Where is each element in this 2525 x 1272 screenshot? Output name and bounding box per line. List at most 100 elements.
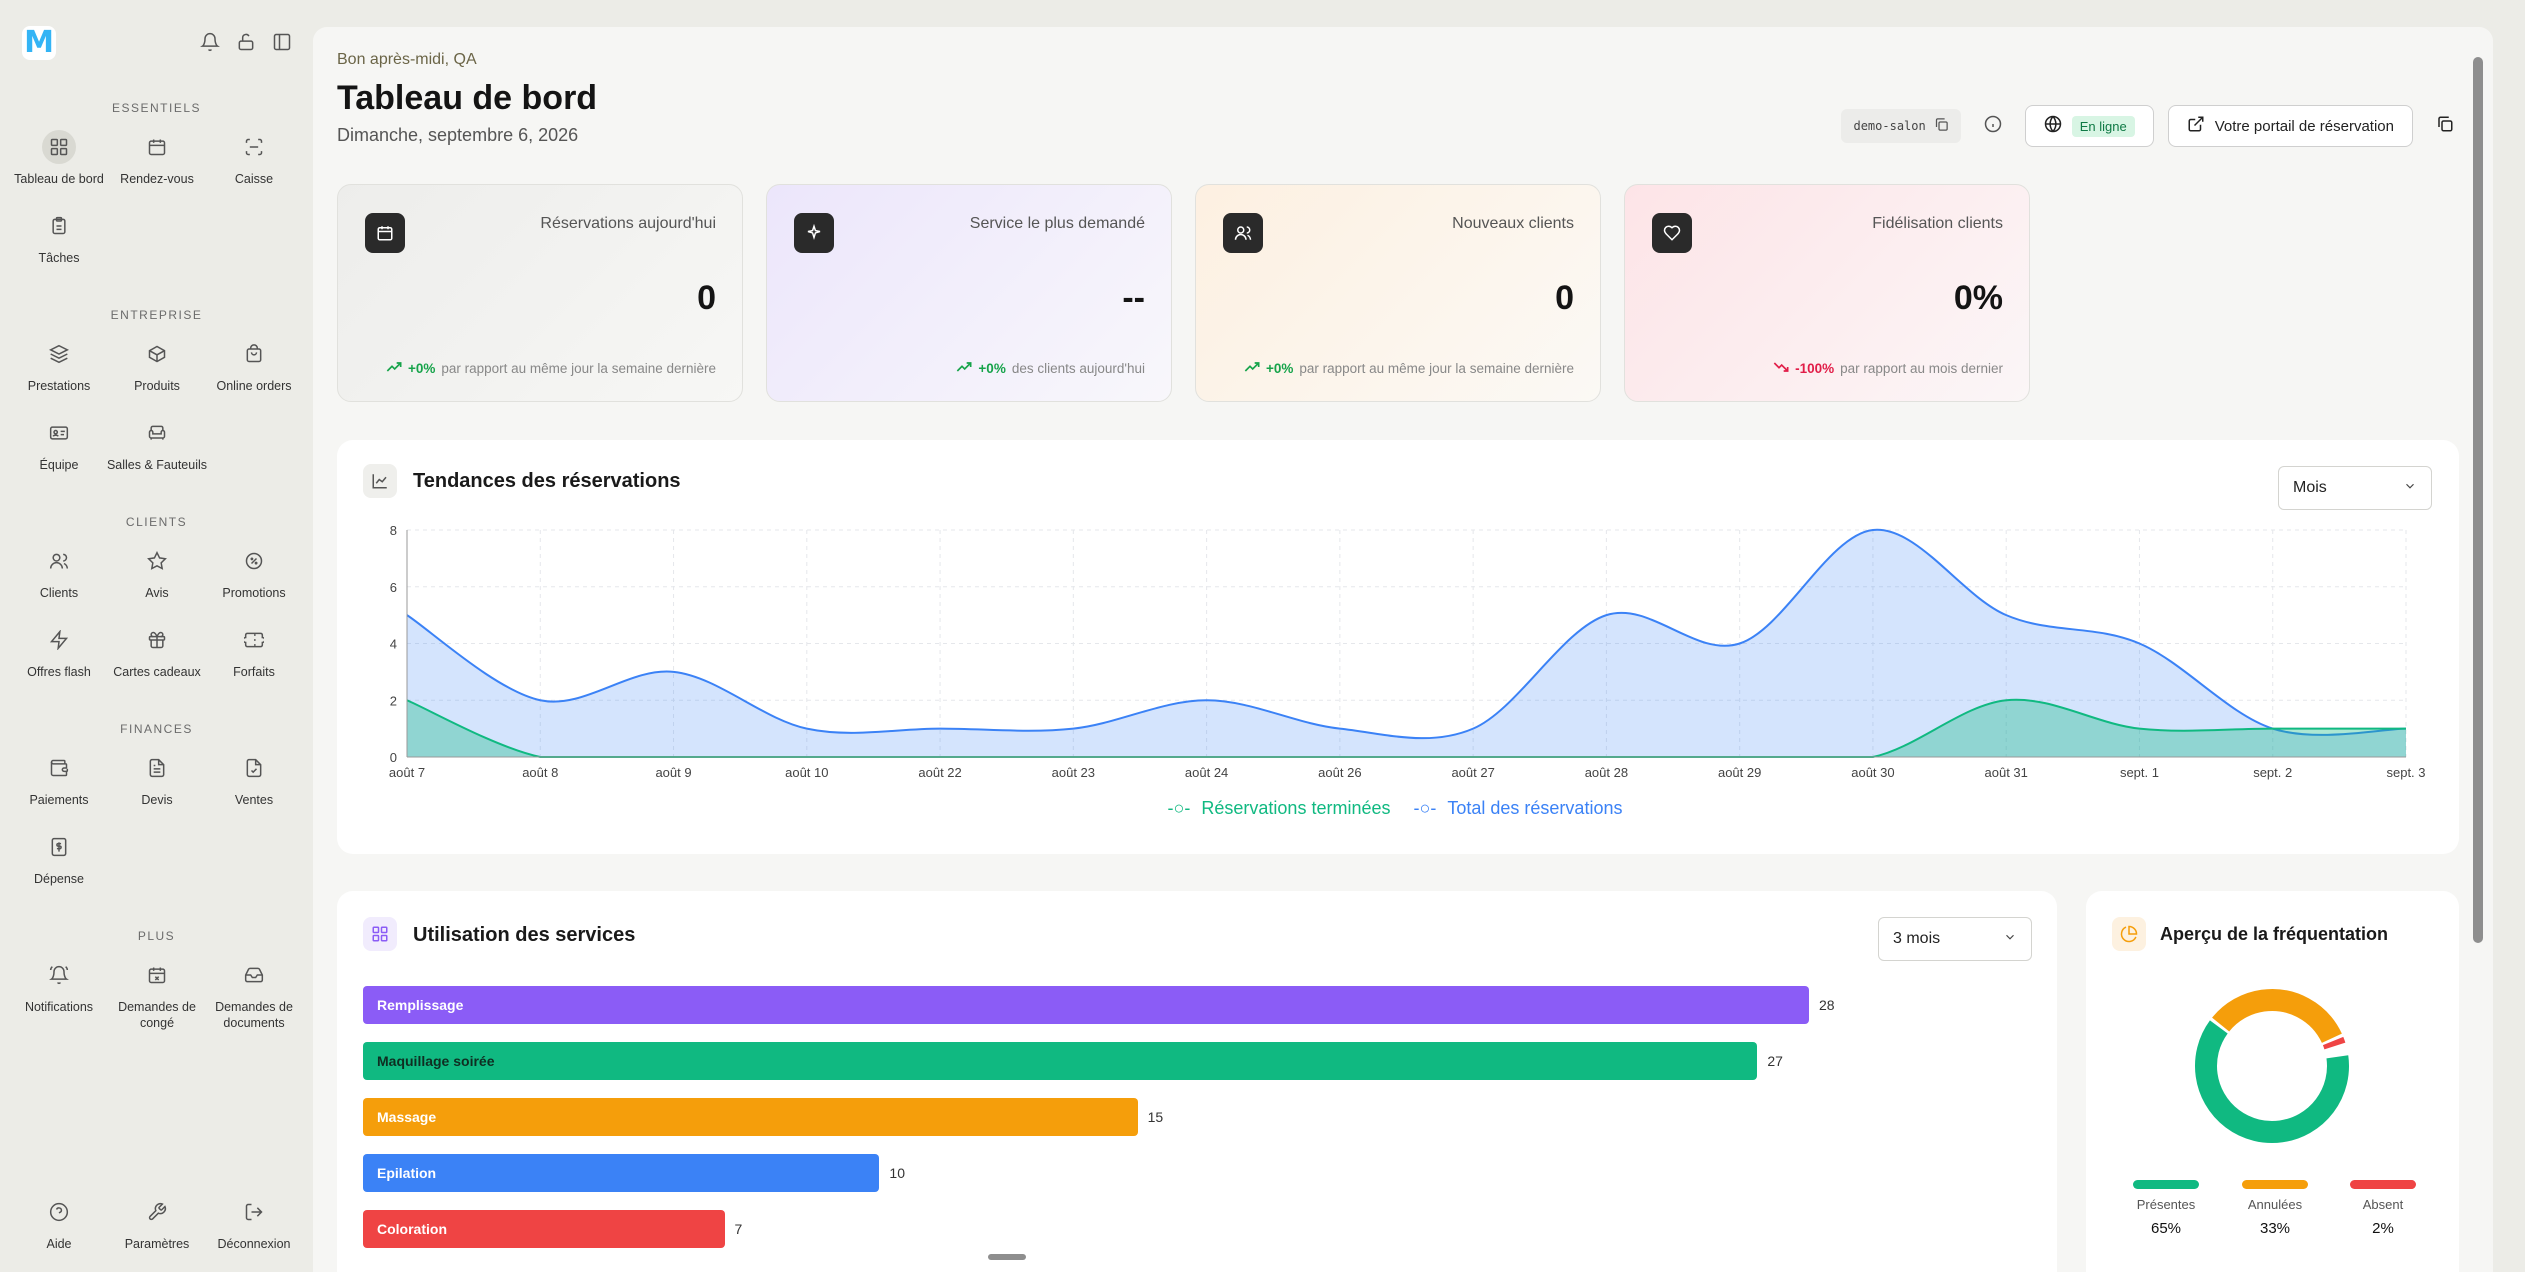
services-period-select[interactable]: 3 mois <box>1878 917 2032 961</box>
salon-slug[interactable]: demo-salon <box>1841 109 1961 143</box>
legend-total: -○- Total des réservations <box>1413 798 1623 818</box>
attendance-legend-present: Présentes 65% <box>2126 1180 2206 1237</box>
sidebar-item-settings[interactable]: Paramètres <box>102 1195 212 1253</box>
sidebar-item-label: Clients <box>39 586 79 600</box>
sidebar-item-label: Dépense <box>33 872 85 886</box>
donut-slice <box>2195 989 2349 1143</box>
sidebar-item-label: Ventes <box>234 793 274 807</box>
stat-trend: +0% par rapport au même jour la semaine … <box>1244 361 1574 376</box>
sidebar-item-flash-offers[interactable]: Offres flash <box>4 623 114 681</box>
online-status-button[interactable]: En ligne <box>2024 105 2154 147</box>
sidebar-item-tasks[interactable]: Tâches <box>4 209 114 267</box>
app-logo[interactable]: M <box>22 26 56 60</box>
sidebar-item-label: Demandes de congé <box>118 1000 196 1030</box>
sidebar-item-online-orders[interactable]: Online orders <box>199 337 309 395</box>
sidebar-item-appointments[interactable]: Rendez-vous <box>102 130 212 188</box>
x-tick-label: sept. 2 <box>2253 765 2292 780</box>
stat-trend-text: par rapport au même jour la semaine dern… <box>1299 361 1574 376</box>
services-period-value: 3 mois <box>1893 930 1941 947</box>
trend-down-icon <box>1773 361 1789 376</box>
copy-portal-button[interactable] <box>2427 108 2463 144</box>
stat-trend-value: +0% <box>978 361 1006 376</box>
attendance-title: Aperçu de la fréquentation <box>2160 924 2389 944</box>
stat-value: 0 <box>1555 279 1574 317</box>
sidebar-item-expense[interactable]: Dépense <box>4 830 114 888</box>
sidebar-item-register[interactable]: Caisse <box>199 130 309 188</box>
sidebar-item-logout[interactable]: Déconnexion <box>199 1195 309 1253</box>
sidebar-item-promotions[interactable]: Promotions <box>199 544 309 602</box>
x-tick-label: sept. 3 <box>2386 765 2425 780</box>
stat-card-bookings-today: Réservations aujourd'hui 0 +0% par rappo… <box>337 184 743 402</box>
sidebar-item-label: Demandes de documents <box>215 1000 293 1030</box>
sidebar-item-sales[interactable]: Ventes <box>199 751 309 809</box>
sidebar-item-document-requests[interactable]: Demandes de documents <box>199 958 309 1031</box>
bell-icon[interactable] <box>200 32 220 52</box>
layers-icon <box>42 337 76 371</box>
booking-portal-button[interactable]: Votre portail de réservation <box>2167 105 2413 147</box>
section-essentiels: ESSENTIELS <box>111 101 202 115</box>
service-bar-value: 15 <box>1147 1109 1164 1125</box>
sidebar-item-products[interactable]: Produits <box>102 337 212 395</box>
sidebar-item-payments[interactable]: Paiements <box>4 751 114 809</box>
grid-icon <box>363 917 397 951</box>
sidebar-item-label: Prestations <box>27 379 91 393</box>
stat-value: 0 <box>697 279 716 317</box>
sidebar-item-rooms[interactable]: Salles & Fauteuils <box>102 416 212 474</box>
stat-value: 0% <box>1953 279 2003 317</box>
sidebar-item-reviews[interactable]: Avis <box>102 544 212 602</box>
sidebar-item-label: Paiements <box>29 793 89 807</box>
stat-trend: +0% par rapport au même jour la semaine … <box>386 361 716 376</box>
panel-toggle-icon[interactable] <box>272 32 292 52</box>
y-tick-label: 4 <box>390 637 397 652</box>
sidebar-item-team[interactable]: Équipe <box>4 416 114 474</box>
calendar-x-icon <box>140 958 174 992</box>
info-button[interactable] <box>1975 108 2011 144</box>
x-tick-label: août 23 <box>1052 765 1095 780</box>
stat-label: Nouveaux clients <box>1452 215 1574 232</box>
page-date: Dimanche, septembre 6, 2026 <box>337 125 579 145</box>
unlock-icon[interactable] <box>236 32 256 52</box>
sidebar-item-dashboard[interactable]: Tableau de bord <box>4 130 114 188</box>
x-tick-label: août 28 <box>1585 765 1628 780</box>
attendance-donut <box>2195 989 2349 1143</box>
sidebar-item-leave-requests[interactable]: Demandes de congé <box>102 958 212 1031</box>
total-series-line <box>406 528 2407 740</box>
sidebar-item-help[interactable]: Aide <box>4 1195 114 1253</box>
vertical-scrollbar[interactable] <box>2473 57 2483 943</box>
stat-trend-value: +0% <box>1265 361 1294 376</box>
sidebar-item-notifications[interactable]: Notifications <box>4 958 114 1016</box>
horizontal-scroll-handle[interactable] <box>988 1254 1026 1260</box>
sidebar-item-label: Tâches <box>38 251 80 265</box>
copy-icon[interactable] <box>1934 117 1949 135</box>
star-icon <box>140 544 174 578</box>
x-tick-label: août 26 <box>1318 765 1361 780</box>
booking-trends-chart: 0 2 4 6 8 août 7 août 8 août 9 août 10 août 22 aoû… <box>389 523 2426 780</box>
present-swatch <box>2133 1180 2199 1189</box>
sidebar-item-label: Promotions <box>222 586 286 600</box>
receipt-icon <box>42 830 76 864</box>
wallet-icon <box>42 751 76 785</box>
cancelled-pct: 33% <box>2259 1220 2291 1237</box>
gift-icon <box>140 623 174 657</box>
section-finances: FINANCES <box>120 722 193 736</box>
stat-trend-text: des clients aujourd'hui <box>1011 361 1145 376</box>
sidebar-item-services[interactable]: Prestations <box>4 337 114 395</box>
online-badge: En ligne <box>2071 115 2135 137</box>
sidebar-item-quotes[interactable]: Devis <box>102 751 212 809</box>
stat-trend: -100% par rapport au mois dernier <box>1773 361 2003 376</box>
stat-trend-value: -100% <box>1795 361 1835 376</box>
sidebar-item-clients[interactable]: Clients <box>4 544 114 602</box>
sidebar-item-label: Cartes cadeaux <box>113 665 201 679</box>
total-series-area <box>407 529 2406 757</box>
percent-badge-icon <box>237 544 271 578</box>
trend-up-icon <box>1244 361 1260 376</box>
file-check-icon <box>237 751 271 785</box>
legend-completed-label: Réservations terminées <box>1201 798 1391 818</box>
attendance-legend-cancelled: Annulées 33% <box>2235 1180 2315 1237</box>
trends-period-select[interactable]: Mois <box>2278 466 2432 510</box>
sidebar-item-packages[interactable]: Forfaits <box>199 623 309 681</box>
x-tick-label: août 30 <box>1851 765 1894 780</box>
sidebar-item-gift-cards[interactable]: Cartes cadeaux <box>102 623 212 681</box>
x-tick-label: août 31 <box>1985 765 2028 780</box>
clipboard-icon <box>42 209 76 243</box>
